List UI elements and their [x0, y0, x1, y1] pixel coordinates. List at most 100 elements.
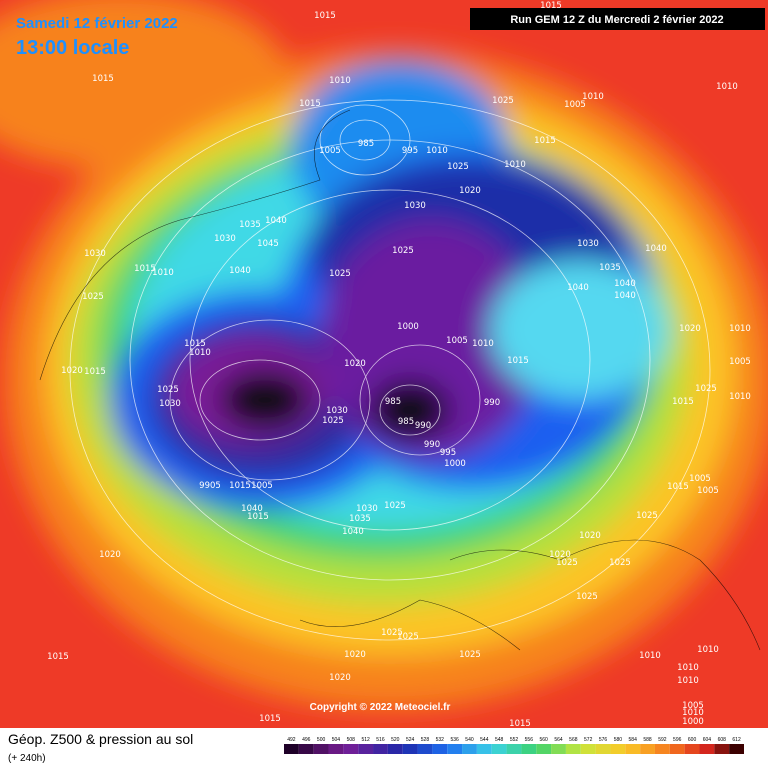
- isobar-label: 1015: [314, 11, 336, 21]
- scale-label: 528: [421, 737, 430, 743]
- isobar-label: 1030: [159, 399, 181, 409]
- isobar-label: 1015: [247, 512, 269, 522]
- isobar-label: 1025: [381, 628, 403, 638]
- scale-swatch: [536, 744, 552, 754]
- isobar-label: 1025: [397, 632, 419, 642]
- footer-title: Géop. Z500 & pression au sol: [8, 731, 193, 747]
- isobar-label: 1010: [729, 324, 751, 334]
- isobar-label: 1000: [444, 459, 466, 469]
- scale-swatch: [595, 744, 611, 754]
- isobar-label: 1010: [426, 146, 448, 156]
- isobar-label: 990: [424, 440, 440, 450]
- isobar-label: 1005: [697, 486, 719, 496]
- scale-label: 508: [347, 737, 356, 743]
- isobar-label: 995: [402, 146, 418, 156]
- isobar-label: 1025: [392, 246, 414, 256]
- isobar-label: 1000: [682, 717, 704, 727]
- isobar-label: 990: [484, 398, 500, 408]
- isobar-label: 1025: [556, 558, 578, 568]
- scale-swatch: [284, 744, 299, 754]
- isobar-label: 1015: [509, 719, 531, 729]
- scale-label: 556: [525, 737, 534, 743]
- isobar-label: 1040: [342, 527, 364, 537]
- scale-label: 496: [302, 737, 311, 743]
- scale-label: 492: [287, 737, 296, 743]
- scale-swatch: [580, 744, 596, 754]
- scale-label: 580: [614, 737, 623, 743]
- isobar-label: 1015: [667, 482, 689, 492]
- scale-label: 504: [332, 737, 341, 743]
- isobar-label: 1005: [319, 146, 341, 156]
- isobar-label: 1040: [567, 283, 589, 293]
- isobar-label: 1020: [679, 324, 701, 334]
- scale-label: 588: [643, 737, 652, 743]
- isobar-label: 1015: [540, 1, 562, 11]
- scale-label: 568: [569, 737, 578, 743]
- isobar-label: 1010: [504, 160, 526, 170]
- scale-label: 540: [465, 737, 474, 743]
- scale-label: 560: [540, 737, 549, 743]
- scale-swatch: [328, 744, 344, 754]
- isobar-label: 1025: [636, 511, 658, 521]
- isobar-label: 1025: [576, 592, 598, 602]
- scale-swatch: [447, 744, 463, 754]
- scale-swatch: [565, 744, 581, 754]
- scale-label: 584: [629, 737, 638, 743]
- scale-swatch: [669, 744, 685, 754]
- isobar-label: 1015: [299, 99, 321, 109]
- scale-label: 516: [376, 737, 385, 743]
- footer-subtitle: (+ 240h): [8, 753, 46, 764]
- scale-swatch: [506, 744, 522, 754]
- scale-swatch: [402, 744, 418, 754]
- isobar-label: 1020: [61, 366, 83, 376]
- isobar-label: 1030: [326, 406, 348, 416]
- isobar-label: 1010: [697, 645, 719, 655]
- isobar-label: 1025: [459, 650, 481, 660]
- isobar-label: 1020: [579, 531, 601, 541]
- isobar-label: 1000: [397, 322, 419, 332]
- isobar-label: 985: [358, 139, 374, 149]
- scale-swatch: [729, 744, 744, 754]
- isobar-label: 1015: [534, 136, 556, 146]
- scale-swatch: [699, 744, 715, 754]
- isobar-label: 985: [398, 417, 414, 427]
- isobar-label: 1020: [344, 359, 366, 369]
- isobar-label: 1005: [564, 100, 586, 110]
- scale-swatch: [654, 744, 670, 754]
- isobar-label: 1025: [82, 292, 104, 302]
- scale-swatch: [313, 744, 329, 754]
- scale-swatch: [373, 744, 388, 754]
- isobar-label: 1030: [84, 249, 106, 259]
- scale-label: 576: [599, 737, 608, 743]
- isobar-label: 995: [440, 448, 456, 458]
- isobar-label: 1010: [329, 76, 351, 86]
- isobar-label: 1010: [677, 676, 699, 686]
- isobar-label: 1020: [459, 186, 481, 196]
- isobar-label: 1015: [672, 397, 694, 407]
- isobar-label: 1010: [472, 339, 494, 349]
- scale-label: 520: [391, 737, 400, 743]
- isobar-label: 1005: [689, 474, 711, 484]
- isobar-label: 9905: [199, 481, 221, 491]
- isobar-label: 1005: [729, 357, 751, 367]
- scale-swatch: [298, 744, 314, 754]
- isobar-label: 1010: [729, 392, 751, 402]
- scale-swatch: [521, 744, 537, 754]
- scale-label: 572: [584, 737, 593, 743]
- isobar-label: 990: [415, 421, 431, 431]
- isobar-label: 1025: [322, 416, 344, 426]
- isobar-label: 985: [385, 397, 401, 407]
- isobar-label: 1040: [229, 266, 251, 276]
- isobar-label: 1045: [257, 239, 279, 249]
- scale-label: 612: [732, 737, 741, 743]
- scale-swatch: [432, 744, 448, 754]
- scale-swatch: [684, 744, 700, 754]
- isobar-label: 1020: [344, 650, 366, 660]
- scale-label: 500: [317, 737, 326, 743]
- isobar-label: 1015: [507, 356, 529, 366]
- isobar-label: 1025: [384, 501, 406, 511]
- isobar-label: 1035: [239, 220, 261, 230]
- isobar-label: 1005: [251, 481, 273, 491]
